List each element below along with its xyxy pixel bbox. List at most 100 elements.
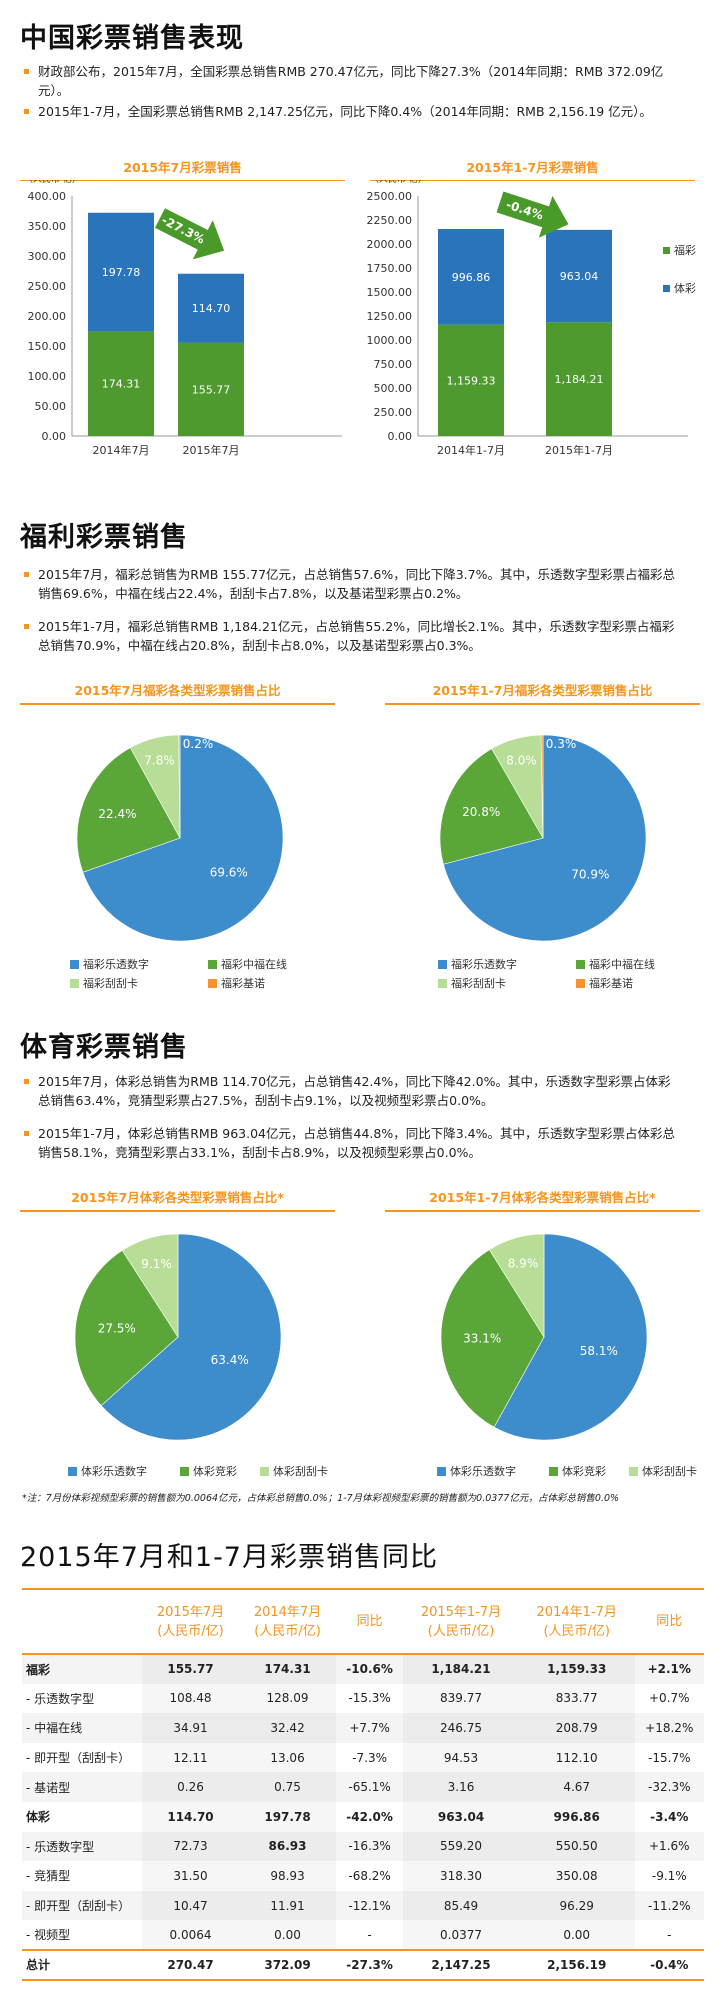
- legend-label: 福彩: [674, 243, 696, 257]
- bar-segment: [178, 273, 244, 343]
- table-cell: +0.7%: [634, 1683, 704, 1714]
- pie-slice: [540, 734, 544, 839]
- section-title-welfare: 福利彩票销售: [20, 522, 188, 553]
- x-tick-label: 2014年1-7月: [437, 443, 505, 457]
- y-tick-label: 500.00: [374, 382, 413, 395]
- legend-item: 福彩刮刮卡: [70, 975, 208, 991]
- legend-sports-jul: 体彩乐透数字 体彩竞彩 体彩刮刮卡: [68, 1463, 380, 1479]
- table-cell: 2,156.19: [518, 1948, 635, 1981]
- legend-item: 体彩竞彩: [180, 1463, 260, 1479]
- legend-item: 体彩刮刮卡: [260, 1463, 380, 1479]
- x-tick-label: 2014年7月: [93, 443, 150, 457]
- y-tick-label: 0.00: [388, 430, 413, 443]
- y-tick-label: 400.00: [28, 190, 67, 203]
- table-cell: 246.75: [403, 1713, 519, 1743]
- table-cell: 0.00: [518, 1920, 635, 1950]
- section1-bullets: 财政部公布，2015年7月，全国彩票总销售RMB 270.47亿元，同比下降27…: [24, 62, 678, 123]
- bar-chart-ytd: （人民币 亿） 0.00 250.00 500.00 750.00 1000.00 1250…: [367, 180, 697, 457]
- table-cell: 2,147.25: [403, 1948, 519, 1981]
- pie-value-label: 58.1%: [580, 1344, 618, 1358]
- y-tick-label: 150.00: [28, 340, 67, 353]
- bullet: 2015年7月，体彩总销售为RMB 114.70亿元，占总销售42.4%，同比下…: [24, 1072, 678, 1110]
- pie-value-label: 22.4%: [98, 807, 136, 821]
- bar-value-label: 1,159.33: [447, 374, 496, 387]
- bar-segment: [546, 322, 612, 436]
- table-header: 2014年1-7月 (人民币/亿): [518, 1590, 635, 1655]
- row-label: 总计: [22, 1948, 142, 1981]
- pie-value-label: 20.8%: [462, 805, 500, 819]
- table-cell: 10.47: [142, 1890, 240, 1921]
- table-cell: +1.6%: [634, 1831, 704, 1862]
- legend-item: 福彩乐透数字: [70, 956, 208, 972]
- pie-chart-sports-jul: 63.4% 27.5% 9.1%: [74, 1233, 282, 1441]
- y-tick-label: 2500.00: [367, 190, 413, 203]
- legend-swatch: [663, 285, 670, 292]
- legend-item: 福彩基诺: [576, 975, 696, 991]
- pie-slice: [121, 1233, 179, 1339]
- table-cell: 112.10: [518, 1742, 635, 1773]
- table-cell: 155.77: [142, 1654, 240, 1684]
- table-cell: -0.4%: [634, 1948, 704, 1981]
- bar-value-label: 1,184.21: [555, 373, 604, 386]
- chart-title-jul-sales: 2015年7月彩票销售: [20, 157, 345, 181]
- y-tick-label: 100.00: [28, 370, 67, 383]
- row-label: - 视频型: [22, 1920, 142, 1950]
- table-cell: 1,159.33: [518, 1654, 635, 1684]
- table-cell: +2.1%: [634, 1654, 704, 1684]
- y-tick-label: 1250.00: [367, 310, 413, 323]
- legend-swatch: [663, 247, 670, 254]
- bullet: 2015年1-7月，福彩总销售RMB 1,184.21亿元，占总销售55.2%，…: [24, 617, 678, 655]
- table-cell: 94.53: [403, 1742, 519, 1773]
- pie-slice: [488, 1233, 545, 1339]
- bar-value-label: 174.31: [102, 378, 141, 391]
- y-axis-label: （人民币 亿）: [370, 180, 427, 185]
- table-cell: -: [634, 1920, 704, 1950]
- y-tick-label: 1500.00: [367, 286, 413, 299]
- pie-slice: [100, 1233, 282, 1441]
- legend-item: 福彩基诺: [208, 975, 328, 991]
- table-cell: +18.2%: [634, 1713, 704, 1743]
- table-cell: 372.09: [239, 1948, 337, 1981]
- table-cell: 208.79: [518, 1713, 635, 1743]
- table-cell: +7.7%: [336, 1713, 404, 1743]
- pie-value-label: 63.4%: [211, 1353, 249, 1367]
- table-cell: 318.30: [403, 1861, 519, 1891]
- table-cell: 108.48: [142, 1683, 240, 1714]
- table-row: - 基诺型 0.26 0.75 -65.1% 3.16 4.67 -32.3%: [22, 1772, 704, 1802]
- y-tick-label: 50.00: [35, 400, 67, 413]
- table-header: 2015年1-7月 (人民币/亿): [403, 1590, 519, 1655]
- table-cell: -16.3%: [336, 1831, 404, 1862]
- table-cell: 0.26: [142, 1772, 240, 1802]
- table-header: 2015年7月 (人民币/亿): [142, 1590, 240, 1655]
- pie-slice: [439, 748, 544, 865]
- arrow-shape: [155, 208, 225, 260]
- table-cell: 559.20: [403, 1831, 519, 1862]
- pie-value-label: 70.9%: [571, 867, 609, 881]
- bar-segment: [438, 324, 504, 436]
- bar-segment: [546, 229, 612, 323]
- table-cell: 963.04: [403, 1801, 519, 1832]
- table-row: - 即开型（刮刮卡） 12.11 13.06 -7.3% 94.53 112.10 -15.…: [22, 1742, 704, 1773]
- legend-item: 体彩竞彩: [549, 1463, 629, 1479]
- trend-arrow: -27.3%: [155, 208, 225, 260]
- section2-bullets: 2015年7月，福彩总销售为RMB 155.77亿元，占总销售57.6%，同比下…: [24, 565, 678, 669]
- chart-title-sports-jul: 2015年7月体彩各类型彩票销售占比*: [20, 1187, 335, 1212]
- section-title-comparison: 2015年7月和1-7月彩票销售同比: [20, 1542, 438, 1573]
- table-cell: 1,184.21: [403, 1654, 519, 1684]
- pie-value-label: 27.5%: [98, 1322, 136, 1336]
- table-cell: 98.93: [239, 1861, 337, 1891]
- table-cell: -68.2%: [336, 1861, 404, 1891]
- table-cell: 996.86: [518, 1801, 635, 1832]
- legend-item: 福彩中福在线: [208, 956, 328, 972]
- pie-value-label: 33.1%: [463, 1332, 501, 1346]
- arrow-shape: [496, 191, 569, 238]
- y-tick-label: 250.00: [28, 280, 67, 293]
- pie-value-label: 0.3%: [546, 737, 577, 751]
- y-tick-label: 2250.00: [367, 214, 413, 227]
- y-tick-label: 750.00: [374, 358, 413, 371]
- row-label: - 乐透数字型: [22, 1683, 142, 1714]
- bar-chart-jul: （人民币 亿） 0.00 50.00 100.00 150.00 200.00 250.00…: [24, 180, 342, 457]
- table-cell: 72.73: [142, 1831, 240, 1862]
- chart-title-welfare-jul: 2015年7月福彩各类型彩票销售占比: [20, 680, 335, 705]
- pie-chart-welfare-ytd: 70.9% 20.8% 8.0% 0.3%: [439, 734, 647, 942]
